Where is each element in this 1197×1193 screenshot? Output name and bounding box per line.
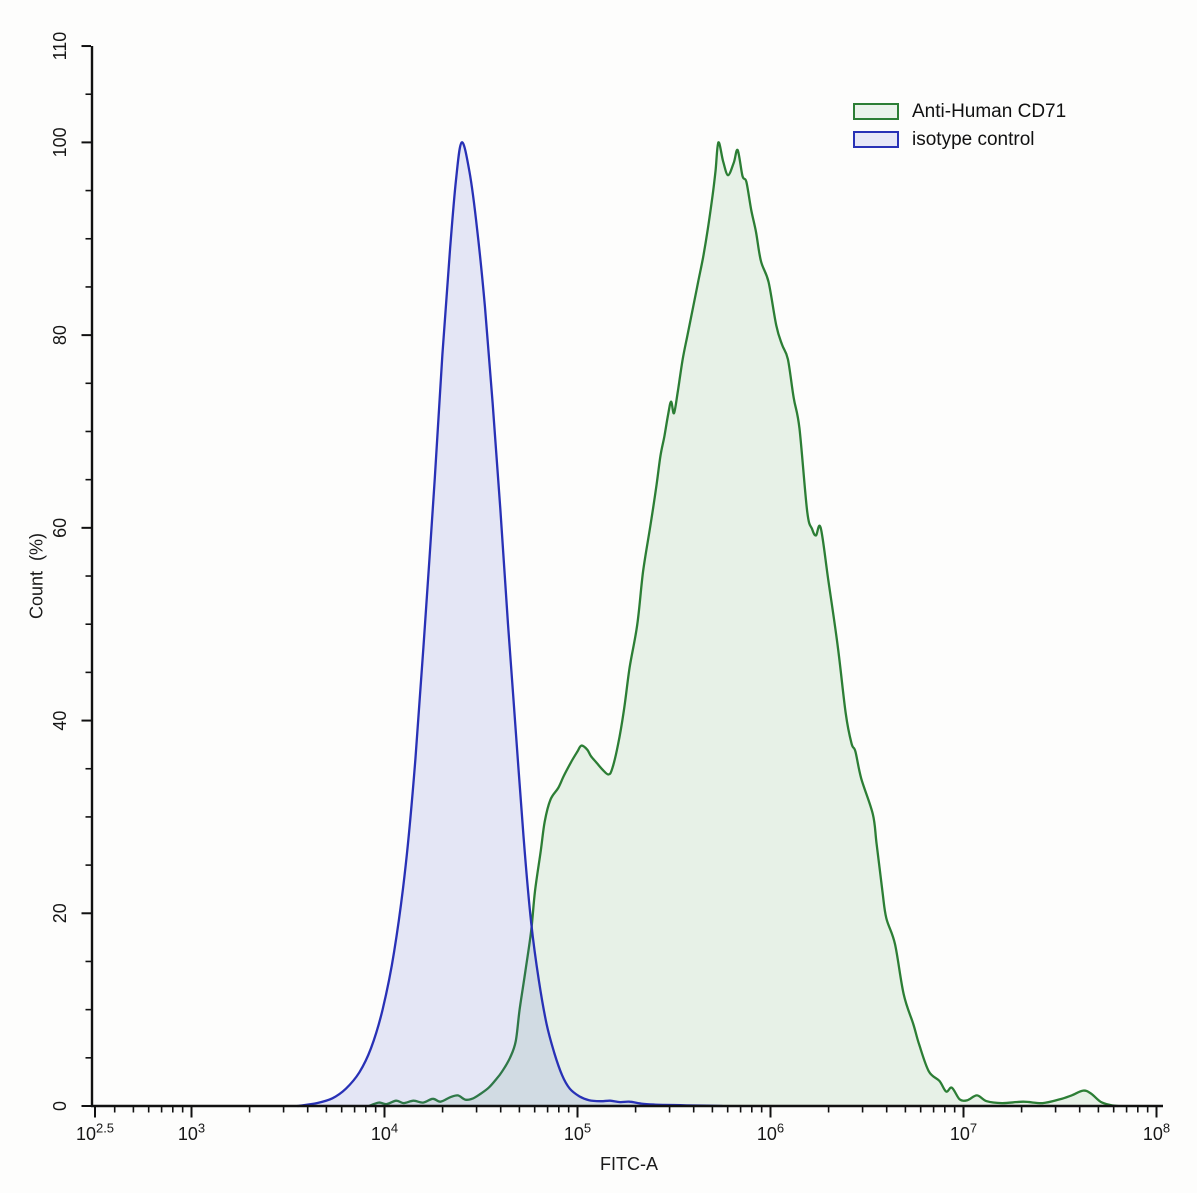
y-tick-label: 100 <box>50 127 70 157</box>
plot-area <box>296 141 1120 1108</box>
isotype-series-swatch-icon <box>853 130 899 148</box>
series-fill-1 <box>297 142 723 1106</box>
legend: Anti-Human CD71 isotype control <box>853 97 1066 153</box>
series-line-0 <box>367 141 1120 1108</box>
x-tick-label: 106 <box>757 1121 784 1145</box>
legend-label-isotype: isotype control <box>912 128 1035 150</box>
series-line-1 <box>296 141 724 1108</box>
y-tick-label: 20 <box>50 903 70 923</box>
x-tick-label: 104 <box>371 1121 398 1145</box>
x-tick-label: 103 <box>178 1121 205 1145</box>
x-tick-label: 105 <box>564 1121 591 1145</box>
x-axis-title: FITC-A <box>600 1154 658 1174</box>
y-tick-label: 60 <box>50 518 70 538</box>
axes: 0 20 40 60 80 100 110 102.5 103 104 105 106 107 108 <box>50 32 1170 1144</box>
x-tick-label: 108 <box>1143 1121 1170 1145</box>
y-tick-label: 40 <box>50 711 70 731</box>
y-tick-label: 0 <box>50 1101 70 1111</box>
y-tick-label: 80 <box>50 325 70 345</box>
legend-label-cd71: Anti-Human CD71 <box>912 100 1067 122</box>
y-tick-label: 110 <box>50 32 70 61</box>
x-tick-label: 107 <box>950 1121 977 1145</box>
cd71-series-swatch-icon <box>853 102 899 120</box>
x-tick-label: 102.5 <box>76 1121 114 1145</box>
legend-item-isotype-control: isotype control <box>853 125 1066 153</box>
y-axis-title: Count (%) <box>26 532 47 620</box>
legend-item-anti-human-cd71: Anti-Human CD71 <box>853 97 1066 125</box>
series-fill-0 <box>369 142 1118 1107</box>
